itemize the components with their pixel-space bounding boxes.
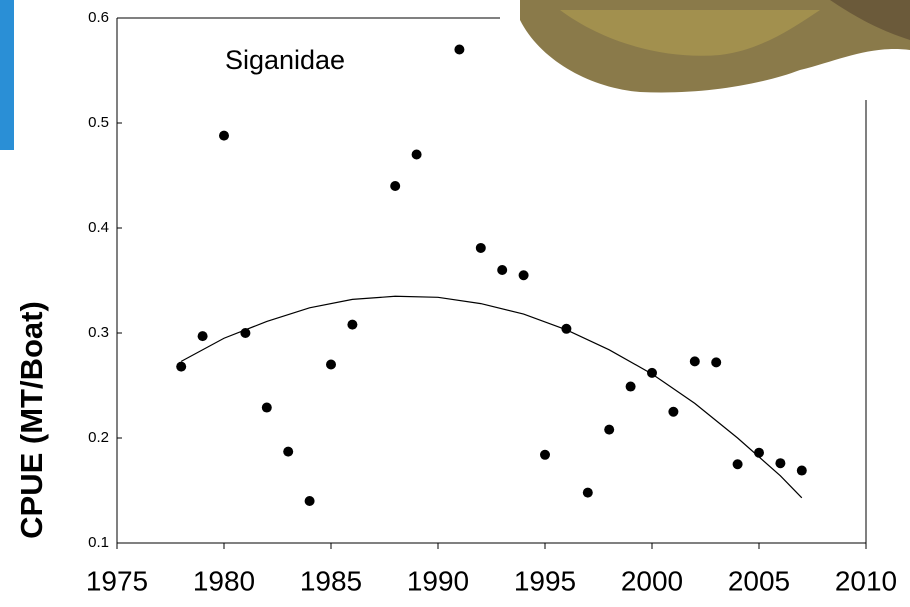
data-point <box>732 459 743 470</box>
data-point <box>219 130 229 141</box>
data-point <box>754 447 764 458</box>
data-point <box>390 181 401 191</box>
data-point <box>582 487 593 498</box>
x-tick-label: 1980 <box>193 565 255 596</box>
data-point <box>647 367 657 378</box>
trend-line <box>180 295 803 499</box>
y-tick-label: 0.1 <box>88 534 109 551</box>
data-point <box>304 496 315 506</box>
x-tick-label: 1995 <box>514 565 576 596</box>
x-tick-label: 2005 <box>728 565 790 596</box>
y-tick-label: 0.2 <box>88 429 109 446</box>
y-tick-label: 0.5 <box>88 114 109 131</box>
y-tick-label: 0.4 <box>88 219 109 236</box>
data-point <box>540 449 550 460</box>
fish-image <box>520 0 910 93</box>
data-point <box>197 331 208 342</box>
data-point <box>775 458 786 469</box>
y-axis-title: CPUE (MT/Boat) <box>14 301 49 539</box>
x-tick-label: 2010 <box>835 565 897 596</box>
annotation: Siganidae <box>225 45 345 75</box>
data-point <box>454 44 465 55</box>
data-point <box>518 270 529 281</box>
data-point <box>561 323 572 334</box>
x-tick-label: 2000 <box>621 565 683 596</box>
data-point <box>411 149 422 160</box>
data-point <box>497 265 508 275</box>
data-point <box>668 406 679 417</box>
x-tick-label: 1975 <box>86 565 148 596</box>
data-point <box>711 357 722 368</box>
data-point <box>796 465 807 476</box>
y-tick-label: 0.3 <box>88 324 109 341</box>
data-point <box>689 356 700 367</box>
data-point <box>261 402 272 413</box>
data-point <box>347 319 358 330</box>
x-tick-label: 1985 <box>300 565 362 596</box>
data-point <box>625 381 636 392</box>
data-point <box>240 328 251 338</box>
data-point <box>283 446 294 457</box>
data-point <box>176 361 187 372</box>
data-point <box>475 242 486 253</box>
y-tick-label: 0.6 <box>88 9 109 26</box>
x-tick-label: 1990 <box>407 565 469 596</box>
side-tab <box>0 0 14 150</box>
data-point <box>604 424 615 435</box>
data-point <box>326 359 336 370</box>
